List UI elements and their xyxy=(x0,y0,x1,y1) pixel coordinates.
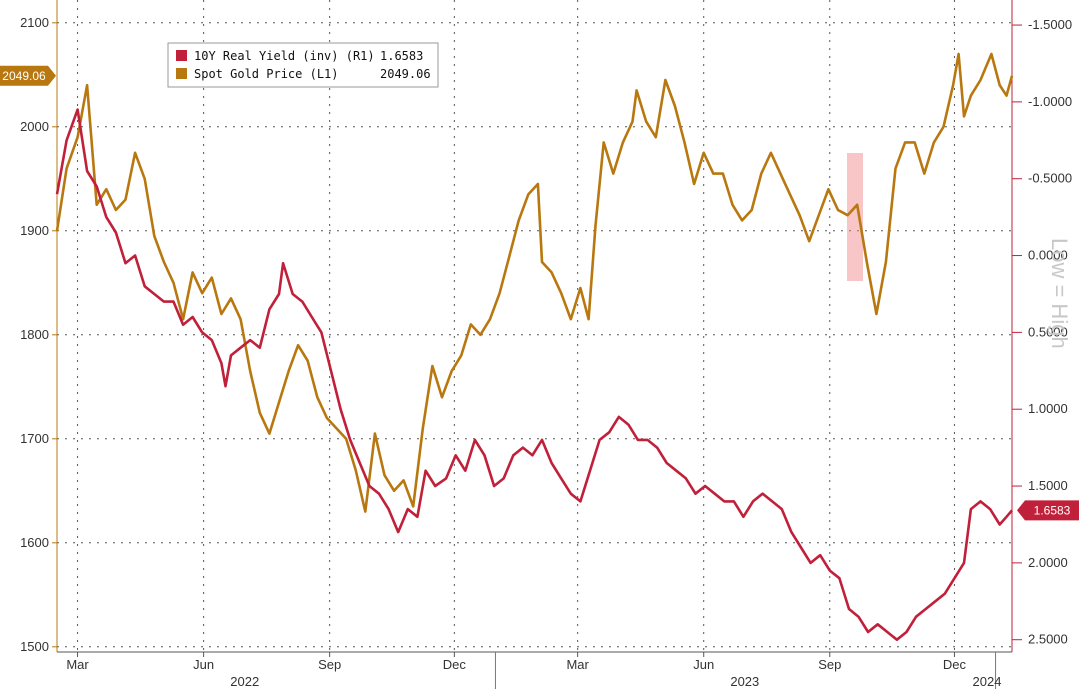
x-tick-label: Sep xyxy=(318,657,341,672)
legend-label-yield: 10Y Real Yield (inv) (R1) xyxy=(194,49,375,63)
legend-label-gold: Spot Gold Price (L1) xyxy=(194,67,339,81)
x-tick-label: Mar xyxy=(66,657,89,672)
gridlines xyxy=(57,0,1012,652)
yield-last-value-tag-text: 1.6583 xyxy=(1034,503,1071,517)
yield-last-value-tag-shape xyxy=(1017,500,1079,521)
gold-last-value-tag-text: 2049.06 xyxy=(2,69,46,83)
left-tick-label: 1600 xyxy=(20,535,49,550)
right-tick-label: -1.0000 xyxy=(1028,94,1072,109)
right-tick-label: 2.5000 xyxy=(1028,632,1068,647)
left-tick-label: 2000 xyxy=(20,119,49,134)
legend-value-gold: 2049.06 xyxy=(380,67,431,81)
left-tick-label: 2100 xyxy=(20,15,49,30)
right-axis: -1.5000 -1.0000 -0.5000 0.0000 0.5000 1.0000 1… xyxy=(1011,0,1079,652)
legend-box xyxy=(167,42,439,88)
x-axis: Mar Jun Sep Dec Mar Jun Sep Dec 2022 2023 2024 xyxy=(57,651,1012,689)
x-tick-label: Sep xyxy=(818,657,841,672)
left-tick-label: 1900 xyxy=(20,223,49,238)
left-tick-label: 1700 xyxy=(20,431,49,446)
legend-swatch-gold xyxy=(176,68,187,79)
x-year-label: 2023 xyxy=(730,674,759,689)
x-tick-label: Jun xyxy=(193,657,214,672)
left-tick-label: 1500 xyxy=(20,639,49,654)
right-tick-label: 1.5000 xyxy=(1028,478,1068,493)
left-axis: 1500 1600 1700 1800 1900 2000 2100 2049.06 xyxy=(0,0,58,654)
right-tick-label: 0.5000 xyxy=(1028,324,1068,339)
legend-value-yield: 1.6583 xyxy=(380,49,423,63)
gold-last-value-tag: 2049.06 xyxy=(0,65,56,86)
left-tick-label: 1800 xyxy=(20,327,49,342)
right-tick-label: 0.0000 xyxy=(1028,248,1068,263)
yield-last-value-tag: 1.6583 xyxy=(1017,500,1079,521)
x-year-label: 2024 xyxy=(973,674,1002,689)
highlight-band xyxy=(847,153,863,281)
series-line-gold xyxy=(55,52,1014,513)
x-year-label: 2022 xyxy=(230,674,259,689)
series-layer xyxy=(55,52,1014,642)
x-tick-label: Dec xyxy=(943,657,967,672)
annotation-text: Low = High xyxy=(1047,238,1072,349)
right-tick-label: -0.5000 xyxy=(1028,171,1072,186)
x-tick-label: Dec xyxy=(443,657,467,672)
right-tick-label: 1.0000 xyxy=(1028,401,1068,416)
right-tick-label: -1.5000 xyxy=(1028,17,1072,32)
gold-last-value-tag-shape xyxy=(0,65,56,86)
x-tick-label: Jun xyxy=(693,657,714,672)
legend-swatch-yield xyxy=(176,50,187,61)
right-tick-label: 2.0000 xyxy=(1028,555,1068,570)
x-tick-label: Mar xyxy=(566,657,589,672)
legend: 10Y Real Yield (inv) (R1) 1.6583 Spot Go… xyxy=(167,42,439,88)
series-line-real-yield xyxy=(55,108,1013,642)
